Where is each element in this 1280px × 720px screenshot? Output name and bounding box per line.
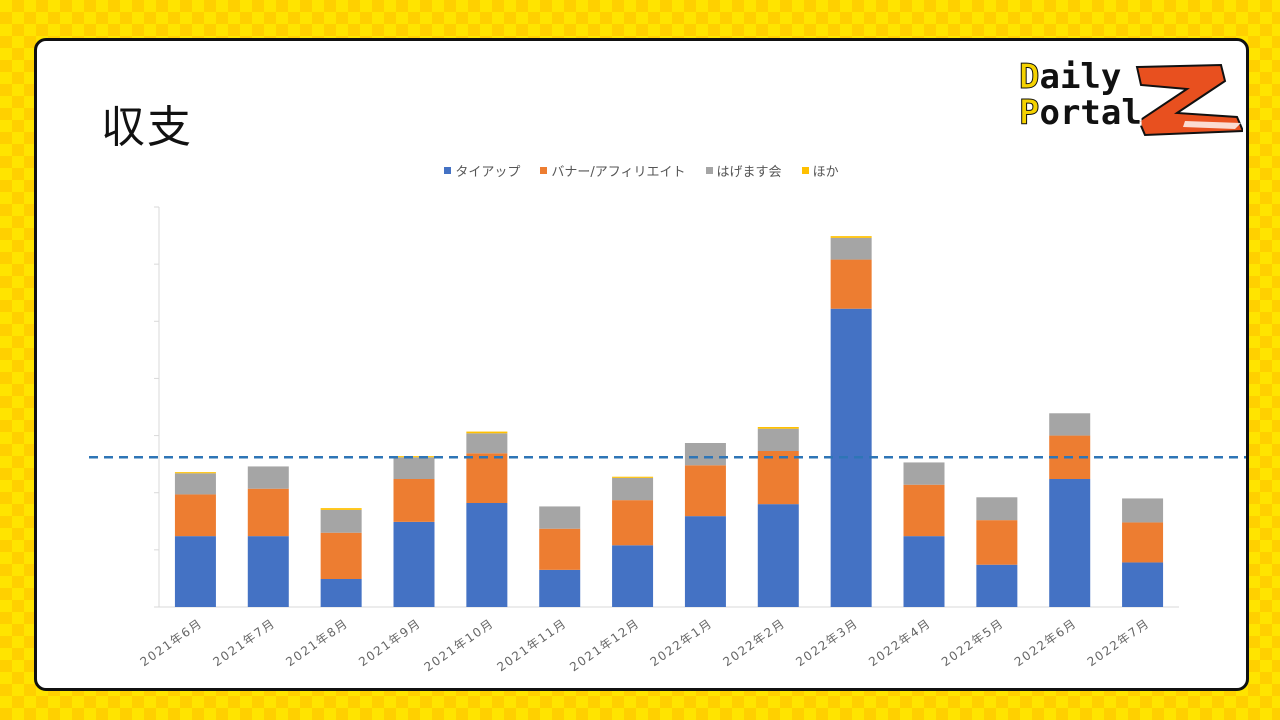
bar-3-2 bbox=[320, 508, 362, 510]
bar-2-8 bbox=[757, 428, 799, 451]
x-tick-label-4: 2021年10月 bbox=[422, 616, 497, 674]
x-tick-label-2: 2021年8月 bbox=[283, 616, 351, 669]
bar-1-5 bbox=[539, 528, 581, 570]
bar-1-7 bbox=[684, 465, 726, 517]
logo-line1: Daily bbox=[1018, 57, 1122, 97]
logo-line2: Portal bbox=[1018, 93, 1142, 133]
x-tick-label-6: 2021年12月 bbox=[567, 616, 642, 674]
bar-2-2 bbox=[320, 509, 362, 533]
bar-1-9 bbox=[830, 259, 872, 309]
bar-3-6 bbox=[612, 476, 654, 478]
x-tick-label-1: 2021年7月 bbox=[210, 616, 278, 669]
bar-0-8 bbox=[757, 504, 799, 607]
x-tick-label-11: 2022年5月 bbox=[939, 616, 1007, 669]
x-tick-label-13: 2022年7月 bbox=[1085, 616, 1153, 669]
bar-2-6 bbox=[612, 477, 654, 501]
bar-0-3 bbox=[393, 521, 435, 607]
bar-0-13 bbox=[1122, 562, 1164, 607]
bar-0-6 bbox=[612, 545, 654, 607]
bar-1-11 bbox=[976, 520, 1018, 565]
bar-1-8 bbox=[757, 451, 799, 505]
legend-item-other: ほか bbox=[801, 161, 839, 180]
legend-label-hagemasu: はげます会 bbox=[716, 165, 782, 180]
bar-2-4 bbox=[466, 433, 508, 454]
x-tick-label-12: 2022年6月 bbox=[1012, 616, 1080, 669]
legend-item-tieup: タイアップ bbox=[444, 161, 520, 180]
x-tick-label-10: 2022年4月 bbox=[866, 616, 934, 669]
bar-1-1 bbox=[247, 488, 289, 537]
bar-0-10 bbox=[903, 536, 945, 607]
legend-label-other: ほか bbox=[812, 165, 839, 180]
bar-2-12 bbox=[1049, 413, 1091, 436]
bar-2-10 bbox=[903, 462, 945, 485]
bar-2-11 bbox=[976, 497, 1018, 521]
bar-0-5 bbox=[539, 569, 581, 607]
bar-0-2 bbox=[320, 579, 362, 607]
bar-3-9 bbox=[830, 236, 872, 238]
bar-3-0 bbox=[174, 472, 216, 474]
x-tick-label-3: 2021年9月 bbox=[356, 616, 424, 669]
bar-2-3 bbox=[393, 457, 435, 479]
daily-portal-z-logo: Daily Portal bbox=[997, 53, 1243, 143]
bar-0-12 bbox=[1049, 479, 1091, 607]
legend-swatch-hagemasu bbox=[705, 167, 713, 174]
x-tick-label-8: 2022年2月 bbox=[720, 616, 788, 669]
bar-2-5 bbox=[539, 506, 581, 529]
legend-item-hagemasu: はげます会 bbox=[705, 161, 782, 180]
legend-label-banner: バナー/アフィリエイト bbox=[551, 165, 686, 180]
bar-0-9 bbox=[830, 308, 872, 607]
legend-swatch-banner bbox=[540, 167, 548, 174]
bar-2-1 bbox=[247, 466, 289, 489]
bar-0-11 bbox=[976, 564, 1018, 607]
x-tick-label-0: 2021年6月 bbox=[138, 616, 206, 669]
bar-2-13 bbox=[1122, 498, 1164, 523]
slide: 収支 Daily Portal タイアップ バナー/アフィリエイト はげます会 … bbox=[34, 38, 1249, 691]
bar-0-1 bbox=[247, 536, 289, 607]
bar-3-4 bbox=[466, 431, 508, 434]
bar-1-6 bbox=[612, 500, 654, 546]
x-tick-label-5: 2021年11月 bbox=[494, 616, 569, 674]
bar-2-0 bbox=[174, 473, 216, 495]
stacked-bar-chart: 2021年6月 2021年7月 2021年8月 2021年9月2021年10月2021… bbox=[89, 206, 1246, 674]
bar-1-3 bbox=[393, 479, 435, 522]
logo-z-mark bbox=[1135, 63, 1243, 137]
bar-2-9 bbox=[830, 237, 872, 260]
bar-1-4 bbox=[466, 453, 508, 503]
legend-item-banner: バナー/アフィリエイト bbox=[540, 161, 686, 180]
bar-3-8 bbox=[757, 427, 799, 429]
bar-0-0 bbox=[174, 536, 216, 607]
bar-0-7 bbox=[684, 516, 726, 607]
bar-1-10 bbox=[903, 484, 945, 537]
bar-2-7 bbox=[684, 443, 726, 466]
x-tick-label-7: 2022年1月 bbox=[648, 616, 716, 669]
bar-1-0 bbox=[174, 494, 216, 537]
bar-1-2 bbox=[320, 532, 362, 579]
x-tick-label-9: 2022年3月 bbox=[793, 616, 861, 669]
legend-swatch-tieup bbox=[444, 167, 452, 174]
legend-label-tieup: タイアップ bbox=[455, 165, 521, 180]
bar-0-4 bbox=[466, 503, 508, 607]
bar-3-3 bbox=[393, 456, 435, 458]
legend-swatch-other bbox=[801, 167, 809, 174]
chart-legend: タイアップ バナー/アフィリエイト はげます会 ほか bbox=[37, 161, 1246, 180]
bar-1-13 bbox=[1122, 522, 1164, 563]
slide-title: 収支 bbox=[101, 102, 193, 153]
